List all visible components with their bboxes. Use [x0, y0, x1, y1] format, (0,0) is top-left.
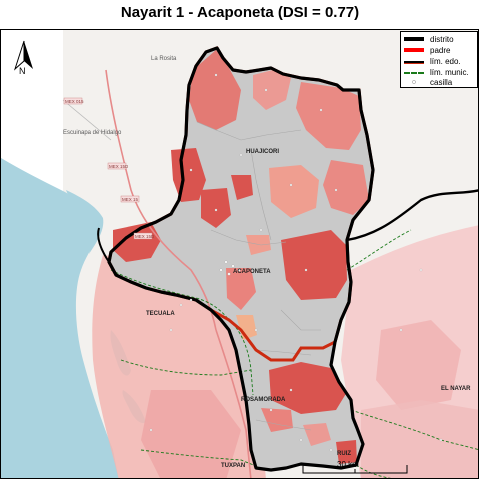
legend-label: padre — [430, 46, 451, 55]
legend-swatch — [404, 72, 424, 74]
road-shield-label: MEX 015 — [65, 99, 84, 104]
municipality-label: ROSAMORADA — [241, 397, 286, 403]
map-title: Nayarit 1 - Acaponeta (DSI = 0.77) — [120, 4, 360, 21]
scale-bar: 30 km — [301, 460, 409, 477]
casilla-points — [149, 73, 443, 452]
legend: distrito padre lím. edo. lím. munic. cas… — [400, 31, 478, 88]
municipality-label: RUIZ — [337, 451, 351, 457]
scale-bar-graphic — [302, 465, 408, 474]
section-south-3 — [303, 423, 331, 446]
district-boundary — [107, 46, 375, 472]
section-north-4 — [323, 160, 369, 215]
road-shield-label: MEX 15 — [122, 197, 139, 202]
municipality-label: TUXPAN — [221, 463, 245, 469]
region-outside-southeast — [361, 400, 478, 478]
section-center-2 — [236, 315, 257, 340]
municipality-label: ACAPONETA — [233, 269, 271, 275]
section-south-4 — [336, 440, 357, 464]
section-north-3 — [296, 82, 361, 150]
legend-item-distrito: distrito — [404, 34, 478, 45]
section-mid-3 — [201, 188, 231, 228]
scale-bar-label: 30 km — [337, 460, 359, 469]
section-north-5 — [269, 165, 319, 218]
place-labels: La Rosita Escuinapa de Hidalgo — [63, 56, 177, 136]
road-shield-label: MEX 15D — [109, 164, 129, 169]
place-label: La Rosita — [151, 56, 177, 62]
state-boundary — [97, 227, 110, 263]
legend-label: distrito — [430, 35, 454, 44]
municipality-label: HUAJICORI — [246, 149, 279, 155]
legend-label: casilla — [430, 78, 453, 87]
sea — [1, 158, 119, 478]
north-arrow-icon — [13, 40, 33, 71]
legend-item-casilla: casilla — [404, 77, 478, 88]
legend-item-munic: lím. munic. — [404, 67, 478, 78]
lagoon — [66, 190, 104, 254]
north-arrow — [11, 39, 37, 81]
north-arrow-label: N — [19, 66, 26, 76]
legend-item-padre: padre — [404, 45, 478, 56]
section-mid-2 — [231, 175, 253, 200]
section-north-2 — [253, 70, 291, 110]
section-north-1 — [189, 50, 241, 130]
section-west-1 — [113, 222, 161, 262]
legend-swatch — [404, 48, 424, 52]
map-canvas[interactable]: HUAJICORI ACAPONETA TECUALA ROSAMORADA E… — [1, 30, 479, 479]
section-lines — [196, 121, 321, 431]
region-outside-southwest — [141, 390, 241, 478]
section-east-1 — [281, 230, 347, 300]
legend-swatch — [404, 37, 424, 41]
region-outside-east-2 — [376, 320, 461, 410]
section-south-2 — [261, 408, 293, 432]
section-south-1 — [269, 362, 347, 414]
municipality-label: EL NAYAR — [441, 386, 471, 392]
roads — [62, 69, 252, 478]
state-boundary — [346, 189, 478, 242]
legend-item-edo: lím. edo. — [404, 56, 478, 67]
legend-label: lím. edo. — [430, 57, 461, 66]
road-shields: MEX 015 MEX 15D MEX 15 MEX 15D — [63, 97, 155, 240]
legend-swatch — [404, 61, 424, 64]
section-mid-4 — [246, 235, 271, 255]
legend-label: lím. munic. — [430, 68, 469, 77]
municipality-label: TECUALA — [146, 311, 175, 317]
road-shield-label: MEX 15D — [135, 234, 155, 239]
legend-swatch — [412, 80, 416, 84]
municipality-labels: HUAJICORI ACAPONETA TECUALA ROSAMORADA E… — [146, 149, 471, 469]
place-label: Escuinapa de Hidalgo — [63, 130, 122, 136]
section-center-1 — [226, 268, 256, 310]
map-frame: HUAJICORI ACAPONETA TECUALA ROSAMORADA E… — [0, 29, 479, 479]
